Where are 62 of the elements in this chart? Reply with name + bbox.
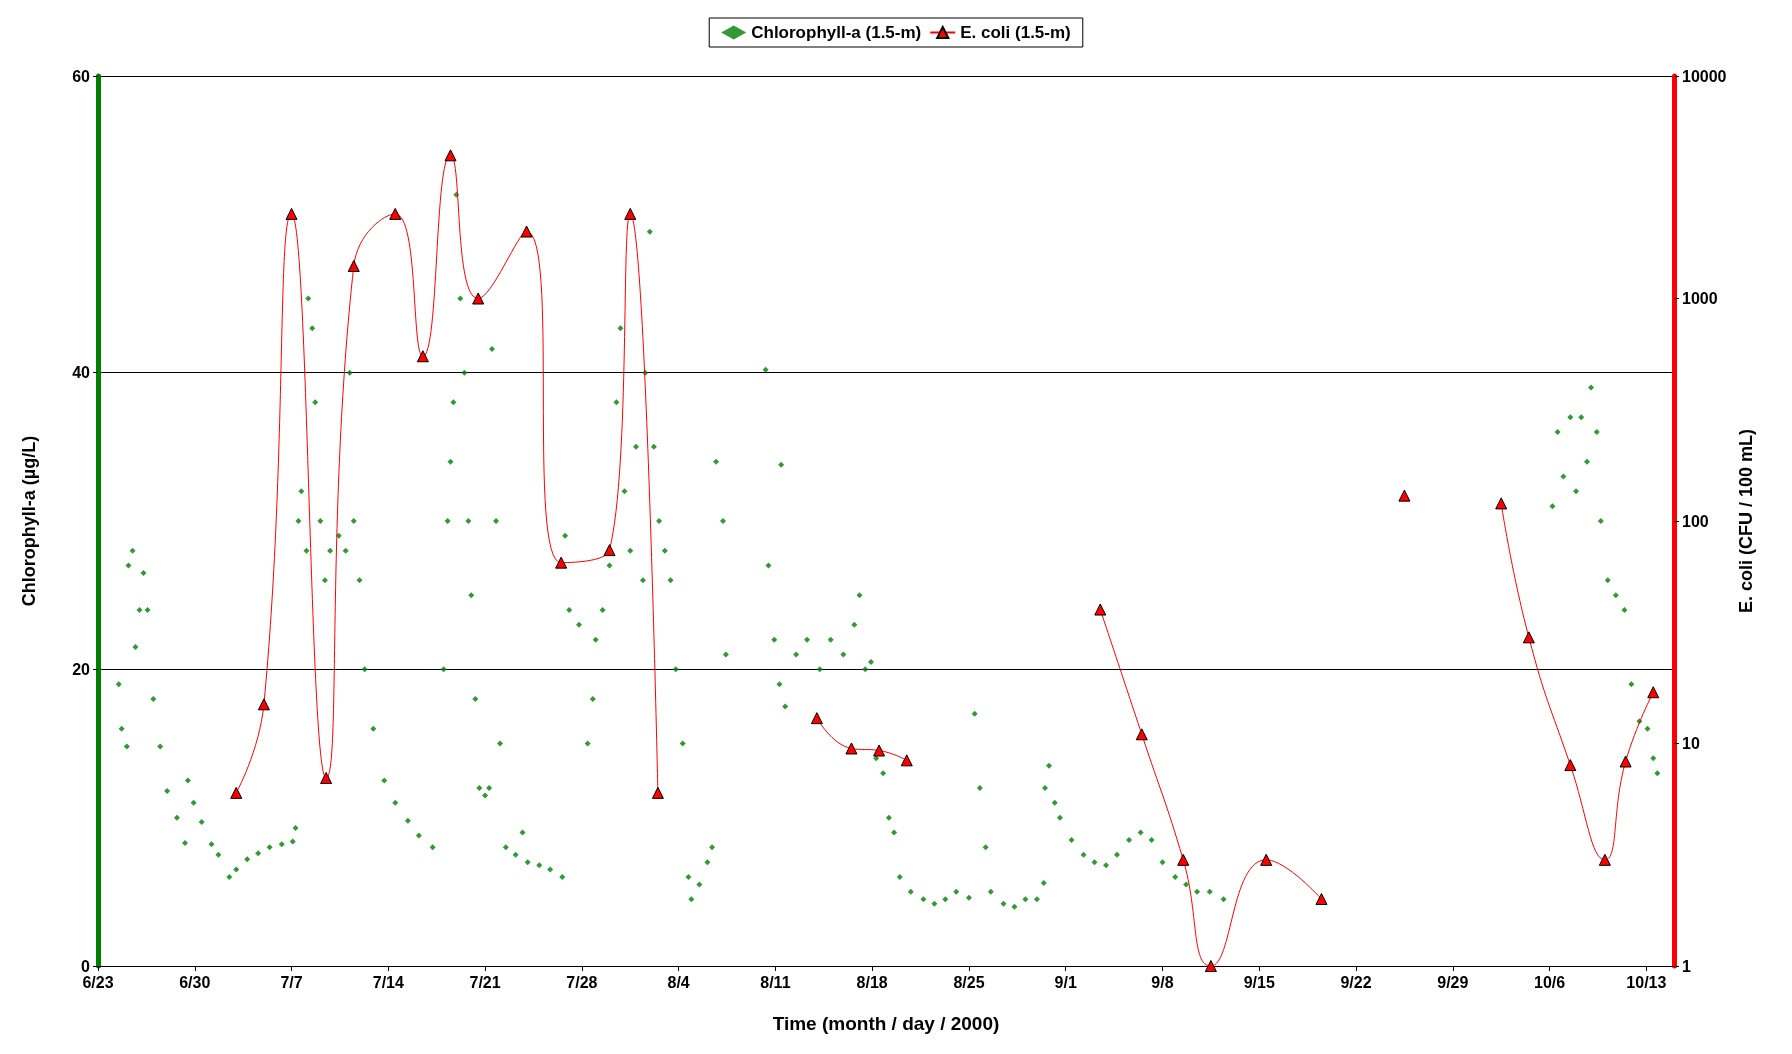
- point: [257, 698, 270, 711]
- y-axis-title: Chlorophyll-a (µg/L): [19, 435, 39, 607]
- x-tick-label: 7/7: [280, 973, 303, 991]
- point: [624, 207, 637, 220]
- point: [651, 786, 664, 799]
- x-tick-label: 9/29: [1437, 973, 1469, 991]
- point: [1315, 893, 1328, 906]
- point: [1094, 603, 1107, 616]
- point: [845, 742, 858, 755]
- y2-axis-title: E. coli (CFU / 100 mL): [1736, 428, 1757, 614]
- point: [285, 207, 298, 220]
- point: [1204, 960, 1217, 972]
- point: [1564, 759, 1577, 772]
- x-tick-label: 8/11: [760, 973, 791, 991]
- point: [520, 225, 533, 238]
- x-tick-label: 9/1: [1054, 973, 1077, 991]
- y2-tick-label: 1: [1682, 957, 1691, 975]
- point: [1177, 853, 1190, 866]
- point: [347, 259, 360, 272]
- point: [1522, 631, 1535, 644]
- x-tick-label: 10/13: [1626, 973, 1667, 991]
- x-tick-label: 8/4: [667, 973, 690, 991]
- legend-label: E. coli (1.5-m): [960, 23, 1071, 42]
- y2-tick-label: 10: [1682, 735, 1700, 752]
- legend-label: Chlorophyll-a (1.5-m): [751, 23, 922, 42]
- point: [900, 754, 913, 767]
- point: [603, 544, 616, 557]
- point: [230, 786, 243, 799]
- point: [416, 350, 429, 363]
- point: [555, 556, 568, 569]
- point: [1598, 853, 1611, 866]
- x-tick-label: 7/14: [372, 973, 404, 991]
- point: [444, 149, 457, 162]
- y-tick-label: 60: [72, 67, 91, 85]
- point: [873, 744, 886, 757]
- x-tick-label: 6/23: [82, 973, 114, 991]
- x-tick-label: 10/6: [1534, 973, 1566, 991]
- point: [472, 292, 485, 305]
- x-tick-label: 8/25: [953, 973, 985, 991]
- x-tick-label: 9/15: [1243, 973, 1275, 991]
- x-tick-label: 7/21: [469, 973, 501, 991]
- point: [1619, 755, 1632, 768]
- point: [320, 771, 333, 784]
- y2-tick-label: 100: [1682, 512, 1709, 530]
- x-tick-label: 9/22: [1340, 973, 1372, 991]
- point: [1647, 686, 1660, 699]
- x-tick-label: 7/28: [566, 973, 598, 991]
- y2-tick-label: 10000: [1682, 67, 1727, 85]
- point: [1135, 728, 1148, 741]
- point: [389, 207, 402, 220]
- x-tick-label: 9/8: [1151, 973, 1174, 991]
- x-axis-title: Time (month / day / 2000): [772, 1013, 1000, 1034]
- point: [1495, 497, 1508, 510]
- y-tick-label: 20: [72, 660, 91, 678]
- point: [1398, 489, 1411, 502]
- point: [1260, 853, 1273, 866]
- y-tick-label: 40: [72, 364, 91, 382]
- y-tick-label: 0: [81, 957, 91, 975]
- y2-tick-label: 1000: [1682, 290, 1718, 307]
- x-tick-label: 8/18: [856, 973, 888, 991]
- point: [810, 712, 823, 725]
- x-tick-label: 6/30: [179, 973, 211, 991]
